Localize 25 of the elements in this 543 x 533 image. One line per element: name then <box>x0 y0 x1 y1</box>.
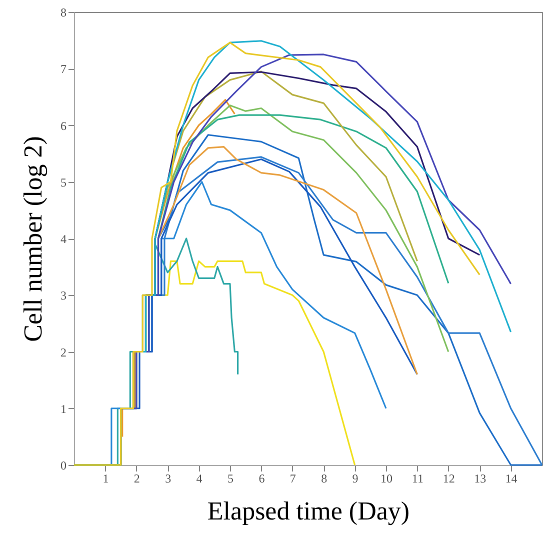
x-tick-label: 13 <box>474 472 486 486</box>
x-tick-label: 2 <box>134 472 140 486</box>
x-tick-label: 5 <box>228 472 234 486</box>
y-tick-label: 7 <box>60 62 66 76</box>
x-axis-title: Elapsed time (Day) <box>207 496 410 526</box>
y-axis-title: Cell number (log 2) <box>18 136 48 342</box>
x-tick-label: 14 <box>505 472 518 486</box>
x-tick-label: 3 <box>165 472 172 486</box>
x-tick-label: 6 <box>258 472 265 486</box>
x-tick-label: 1 <box>102 472 109 486</box>
y-tick-label: 5 <box>60 175 66 190</box>
y-tick-label: 2 <box>60 345 66 360</box>
x-tick-label: 12 <box>442 472 455 486</box>
x-tick-label: 7 <box>290 472 296 486</box>
x-tick-label: 11 <box>412 472 424 486</box>
x-tick-label: 10 <box>380 472 392 486</box>
x-tick-label: 8 <box>321 472 328 486</box>
x-tick-label: 4 <box>196 472 202 486</box>
y-tick-label: 8 <box>60 6 66 20</box>
y-tick-label: 1 <box>60 402 66 416</box>
y-tick-label: 0 <box>60 458 66 472</box>
x-tick-label: 9 <box>352 472 358 486</box>
y-tick-label: 4 <box>60 232 66 246</box>
y-tick-label: 3 <box>60 288 66 303</box>
y-tick-label: 6 <box>60 118 66 133</box>
